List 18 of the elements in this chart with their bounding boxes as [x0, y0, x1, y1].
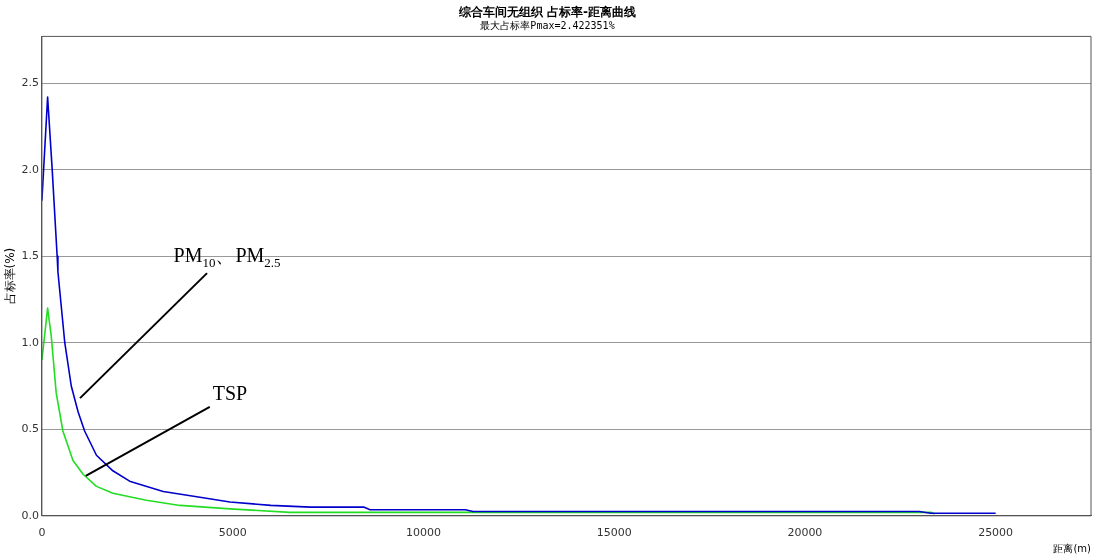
x-tick-label: 15000 — [596, 526, 632, 540]
x-tick-label: 20000 — [787, 526, 823, 540]
chart-title: 综合车间无组织 占标率-距离曲线 — [457, 5, 637, 20]
y-tick-label: 1.5 — [21, 249, 39, 263]
x-tick-label: 10000 — [405, 526, 441, 540]
y-tick-label: 2.5 — [21, 75, 39, 89]
annotation: TSP — [212, 381, 248, 404]
y-tick-label: 0.5 — [21, 422, 39, 436]
x-axis-title: 距离(m) — [1053, 542, 1092, 554]
chart-subtitle: 最大占标率Pmax=2.422351% — [480, 19, 615, 31]
x-tick-label: 0 — [38, 526, 46, 540]
y-axis-title: 占标率(%) — [3, 247, 18, 305]
annotation: PM$_{10}$、PM$_{2.5}$ — [173, 244, 281, 271]
x-tick-label: 25000 — [978, 526, 1014, 540]
x-tick-label: 5000 — [218, 526, 247, 540]
y-tick-label: 1.0 — [21, 335, 39, 349]
y-tick-label: 0.0 — [21, 508, 39, 522]
y-tick-label: 2.0 — [21, 162, 39, 176]
